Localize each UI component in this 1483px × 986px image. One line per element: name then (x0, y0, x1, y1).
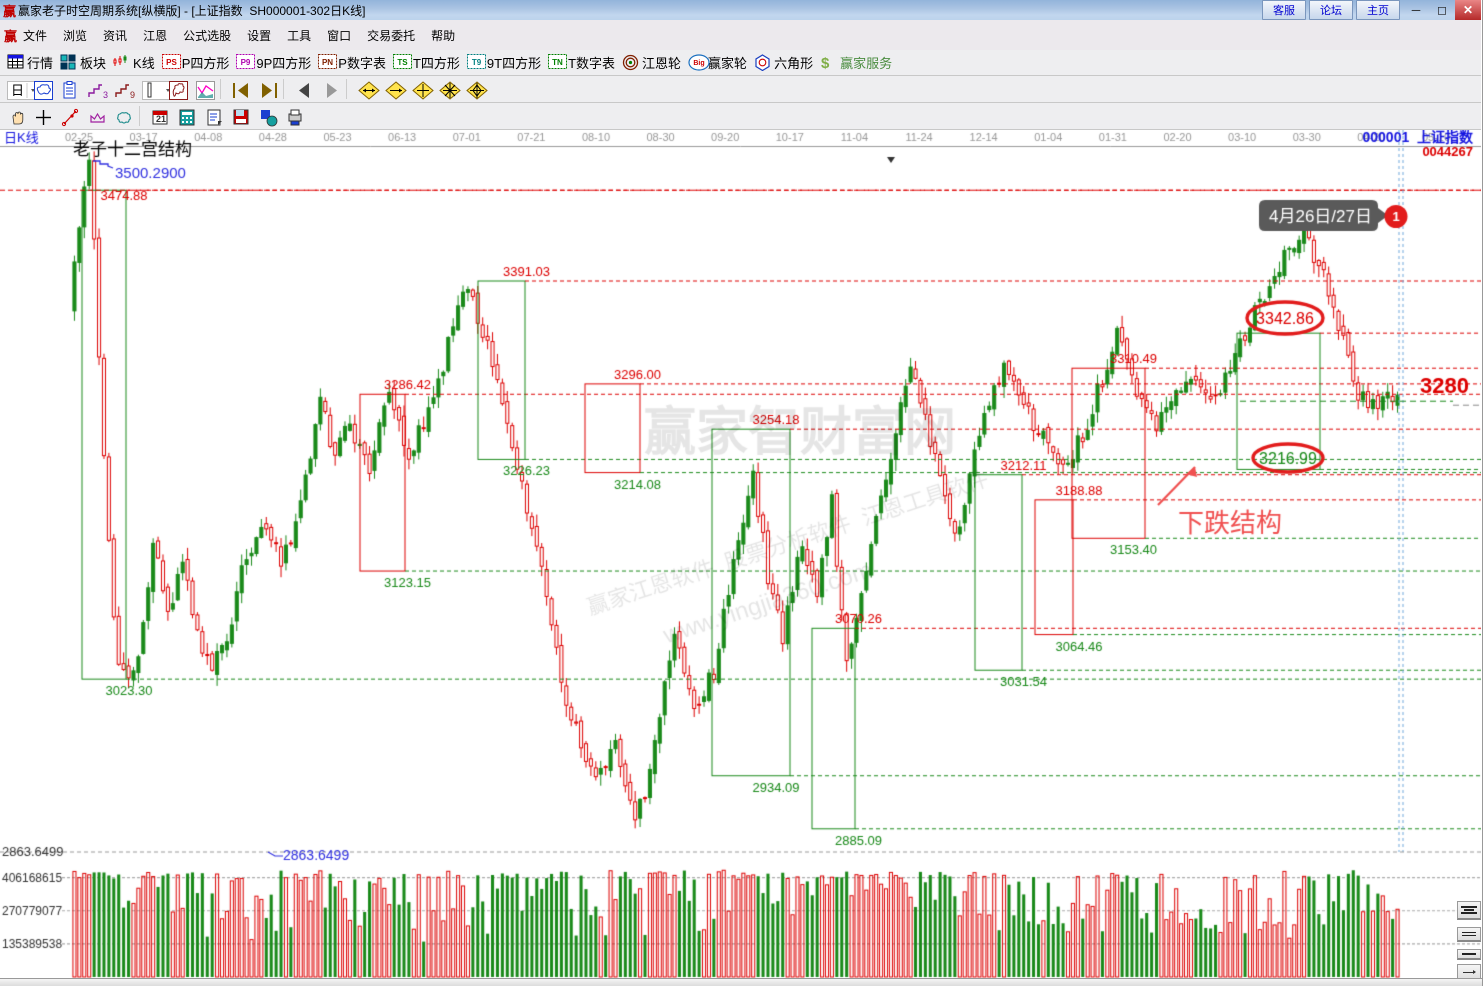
svg-text:TS: TS (397, 58, 408, 67)
svg-text:T9: T9 (472, 58, 482, 67)
svg-text:PS: PS (166, 58, 177, 67)
svg-text:$: $ (821, 55, 830, 71)
svg-text:日: 日 (11, 83, 24, 98)
svg-text:TN: TN (552, 58, 563, 67)
svg-text:9: 9 (130, 90, 135, 100)
svg-text:PN: PN (322, 58, 333, 67)
svg-text:21: 21 (156, 114, 166, 124)
svg-text:Big: Big (693, 60, 704, 67)
svg-text:3: 3 (103, 90, 108, 100)
svg-text:P9: P9 (241, 58, 251, 67)
